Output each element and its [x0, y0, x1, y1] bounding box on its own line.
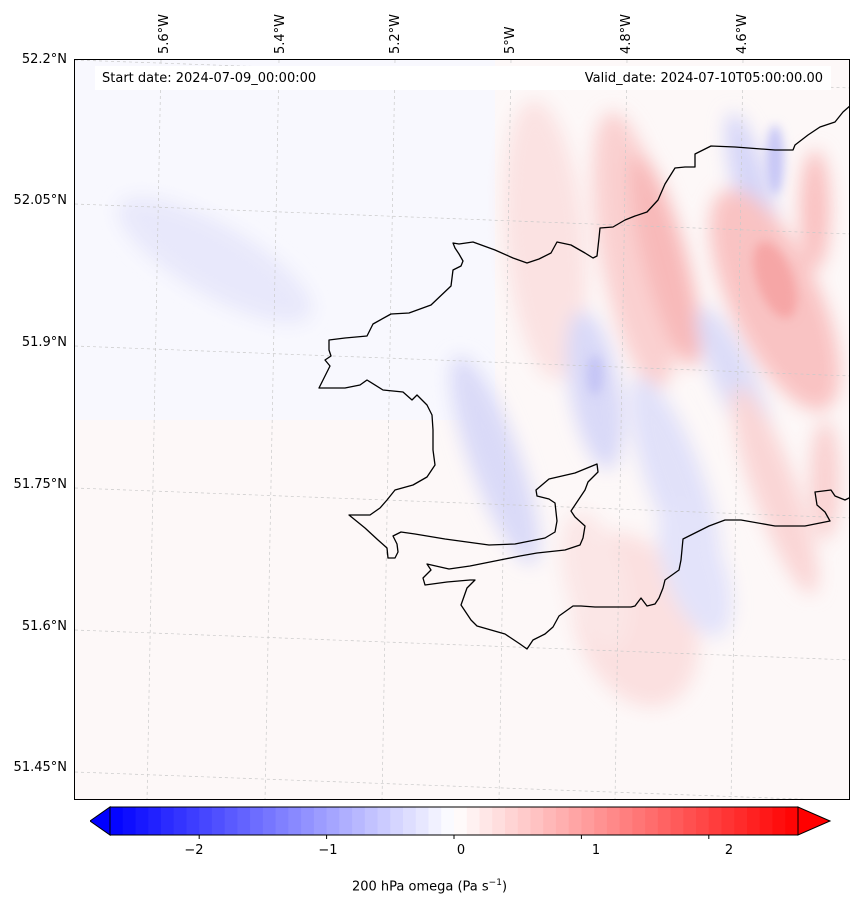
- colorbar-cell: [186, 807, 200, 835]
- colorbar-tick-label: 1: [591, 843, 601, 858]
- colorbar-title-end: ): [501, 879, 508, 895]
- colorbar-title: 200 hPa omega (Pa s−1): [0, 878, 859, 894]
- colorbar-tick-label: 2: [724, 843, 734, 858]
- colorbar-cell: [199, 807, 213, 835]
- valid-date-label: Valid_date: 2024-07-10T05:00:00.00: [584, 71, 823, 86]
- lon-label-text: 5.2°W: [388, 13, 403, 54]
- colorbar-cell: [122, 807, 137, 835]
- lon-label: 5.4°W: [273, 0, 293, 58]
- colorbar-cell: [313, 807, 328, 835]
- colorbar-cell: [721, 807, 735, 835]
- colorbar-cell: [135, 807, 149, 835]
- colorbar-cell: [772, 807, 786, 835]
- colorbar-cell: [288, 807, 302, 835]
- colorbar-cell: [492, 807, 506, 835]
- colorbar-extend-left: [90, 806, 111, 836]
- colorbar-cell: [428, 807, 442, 835]
- lat-label: 51.75°N: [13, 477, 67, 492]
- colorbar-cell: [148, 807, 162, 835]
- colorbar-cell: [530, 807, 544, 835]
- colorbar: [90, 806, 832, 839]
- coastline-north: [318, 105, 849, 650]
- lon-label-text: 5.6°W: [157, 13, 172, 54]
- colorbar-cell: [110, 807, 124, 835]
- colorbar-title-sup: −1: [488, 878, 502, 888]
- map-panel: Start date: 2024-07-09_00:00:00 Valid_da…: [74, 59, 850, 800]
- colorbar-cell: [250, 807, 264, 835]
- colorbar-cell: [657, 807, 672, 835]
- colorbar-cell: [581, 807, 595, 835]
- colorbar-cell: [619, 807, 633, 835]
- colorbar-title-text: 200 hPa omega (Pa s: [351, 879, 489, 895]
- lon-label: 4.6°W: [735, 0, 755, 58]
- colorbar-cell: [785, 807, 799, 835]
- lon-label: 4.8°W: [619, 0, 639, 58]
- colorbar-cell: [224, 807, 239, 835]
- colorbar-cell: [262, 807, 277, 835]
- colorbar-cell: [734, 807, 748, 835]
- colorbar-cell: [415, 807, 430, 835]
- colorbar-ticks: [198, 835, 710, 839]
- colorbar-cell: [594, 807, 608, 835]
- colorbar-cell: [759, 807, 774, 835]
- colorbar-tick-label: 0: [456, 843, 466, 858]
- colorbar-cell: [479, 807, 493, 835]
- lon-label-text: 5°W: [503, 26, 518, 54]
- colorbar-cell: [632, 807, 646, 835]
- colorbar-cell: [211, 807, 226, 835]
- colorbar-cells: [110, 807, 799, 835]
- start-date-label: Start date: 2024-07-09_00:00:00: [102, 71, 317, 86]
- colorbar-cell: [543, 807, 557, 835]
- colorbar-cell: [454, 807, 468, 835]
- lat-label: 52.2°N: [21, 52, 67, 67]
- colorbar-cell: [747, 807, 761, 835]
- colorbar-cell: [555, 807, 570, 835]
- colorbar-cell: [237, 807, 251, 835]
- colorbar-tick-label: −2: [184, 843, 204, 858]
- lon-label-text: 5.4°W: [273, 13, 288, 54]
- colorbar-cell: [645, 807, 659, 835]
- lon-label: 5°W: [503, 0, 523, 58]
- colorbar-cell: [301, 807, 315, 835]
- colorbar-cell: [339, 807, 353, 835]
- colorbar-cell: [275, 807, 289, 835]
- colorbar-cell: [173, 807, 188, 835]
- colorbar-cell: [696, 807, 710, 835]
- omega-field-map: [75, 60, 849, 799]
- colorbar-cell: [504, 807, 519, 835]
- lat-label: 51.6°N: [21, 619, 67, 634]
- colorbar-tick-label: −1: [318, 843, 338, 858]
- colorbar-cell: [466, 807, 481, 835]
- lon-label: 5.2°W: [388, 0, 408, 58]
- colorbar-cell: [670, 807, 684, 835]
- lon-label-text: 4.8°W: [619, 13, 634, 54]
- header-band: [95, 66, 831, 90]
- lon-label-text: 4.6°W: [735, 13, 750, 54]
- coastline: [318, 105, 849, 650]
- colorbar-cell: [160, 807, 175, 835]
- lon-label: 5.6°W: [157, 0, 177, 58]
- colorbar-cell: [403, 807, 417, 835]
- colorbar-cell: [364, 807, 379, 835]
- colorbar-cell: [326, 807, 340, 835]
- colorbar-cell: [517, 807, 532, 835]
- colorbar-cell: [568, 807, 583, 835]
- colorbar-cell: [708, 807, 723, 835]
- colorbar-cell: [377, 807, 391, 835]
- colorbar-extend-right: [797, 806, 832, 836]
- omega-contours: [118, 100, 841, 708]
- colorbar-cell: [606, 807, 621, 835]
- lat-label: 51.45°N: [13, 760, 67, 775]
- colorbar-cell: [683, 807, 697, 835]
- colorbar-cell: [441, 807, 455, 835]
- colorbar-cell: [390, 807, 404, 835]
- colorbar-cell: [352, 807, 366, 835]
- lat-label: 52.05°N: [13, 193, 67, 208]
- lat-label: 51.9°N: [21, 335, 67, 350]
